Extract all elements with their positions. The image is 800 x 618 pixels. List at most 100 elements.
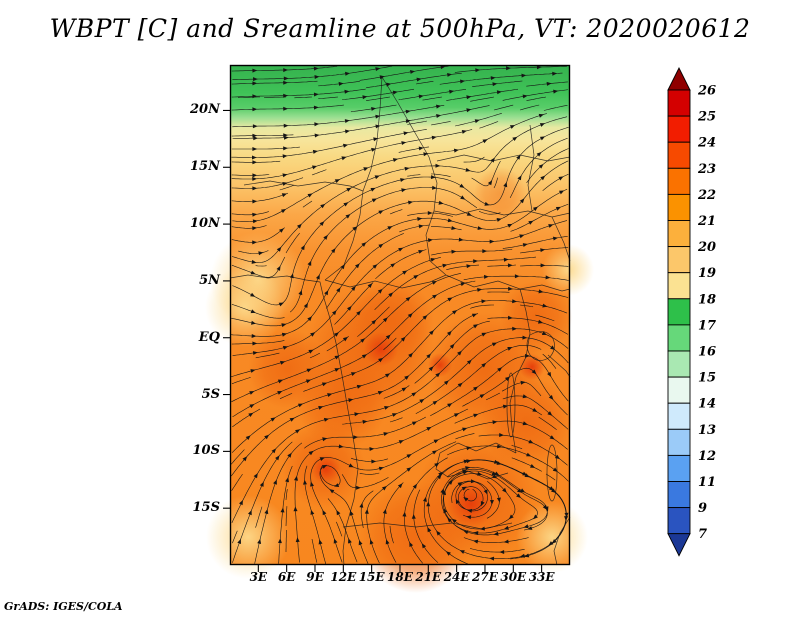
streamline [231,257,441,378]
y-tick-label: 10S [192,443,220,459]
streamline [359,65,449,81]
y-tick-label: 15S [192,500,220,516]
colorbar-segment [667,272,691,300]
streamline [446,264,480,270]
colorbar-segment [667,454,691,482]
streamline [232,530,238,544]
colorbar-segment [667,193,691,221]
y-tick-label: 10N [190,216,220,232]
streamline [311,538,318,563]
streamline [485,392,501,401]
colorbar-segment [667,507,691,535]
streamline [389,209,403,215]
streamline [431,226,462,231]
streamline [431,121,451,126]
streamline [422,96,443,101]
streamline [535,314,555,322]
map-canvas [205,64,594,593]
colorbar-tick-label: 12 [698,449,716,464]
streamline [375,249,427,280]
streamline [487,317,569,335]
streamline [290,187,478,313]
y-tick-label: 15N [190,159,220,175]
streamline [255,506,263,528]
streamline [231,328,569,524]
streamline-arrowheads [237,65,569,561]
colorbar-segment [667,66,691,91]
streamline [441,467,548,536]
streamline [232,65,393,80]
x-tick-label: 6E [277,570,296,584]
streamline [232,127,569,306]
streamline [231,227,285,243]
streamline [413,489,439,563]
streamline [231,129,427,158]
streamline [470,96,495,102]
x-tick-label: 9E [306,570,324,584]
streamline [311,169,327,176]
streamline [407,120,427,125]
x-tick-label: 27E [472,570,498,584]
streamline [231,134,294,137]
streamline [255,265,267,267]
streamline [478,211,501,215]
streamline [294,408,469,563]
axis-ticks [223,109,543,572]
streamline [231,160,569,327]
streamline [479,121,499,129]
streamline [279,184,295,191]
colorbar-segment [667,115,691,143]
colorbar-segment [667,246,691,274]
streamline [415,81,434,85]
streamline [231,146,300,150]
colorbar-tick-label: 15 [698,371,716,386]
colorbar-segment [667,402,691,430]
streamline [285,506,288,527]
streamline [439,72,563,85]
grads-credit: GrADS: IGES/COLA [4,600,123,613]
colorbar-tick-label: 7 [698,527,707,542]
streamline [327,498,358,563]
streamline [511,457,542,472]
streamline [230,313,479,477]
streamline [334,282,374,325]
streamline [230,449,245,465]
streamline [351,457,388,462]
y-tick-label: 5N [199,272,220,288]
streamline [463,156,485,163]
colorbar-segment [667,220,691,248]
colorbar-segment [667,141,691,169]
streamline [389,525,394,544]
streamline [389,417,403,423]
streamline [455,433,475,440]
streamline [399,224,430,233]
streamline [470,304,494,309]
y-tick-label: 20N [190,102,220,118]
streamline [231,225,267,229]
streamline [309,352,321,359]
colorbar: 26 25 24 23 22 21 20 19 18 17 16 15 14 13 12 11 9 7 [667,66,716,557]
streamline [231,192,289,202]
streamline [336,521,343,537]
streamline [478,434,568,466]
colorbar-segment [667,533,691,557]
colorbar-segment [667,89,691,117]
streamline [502,395,569,430]
streamline [231,377,251,385]
streamline [519,104,540,111]
streamline [407,174,421,177]
streamline [542,353,557,369]
streamline [231,177,304,189]
y-tick-label: 5S [201,386,220,402]
streamline [318,96,339,99]
streamline [231,174,270,176]
streamline [285,232,300,254]
streamline [545,473,556,481]
colorbar-tick-label: 14 [698,397,716,412]
colorbar-tick-label: 22 [697,188,716,203]
streamline [263,96,287,98]
streamline [342,337,569,425]
colorbar-tick-label: 17 [698,318,716,333]
colorbar-tick-label: 20 [697,240,716,255]
